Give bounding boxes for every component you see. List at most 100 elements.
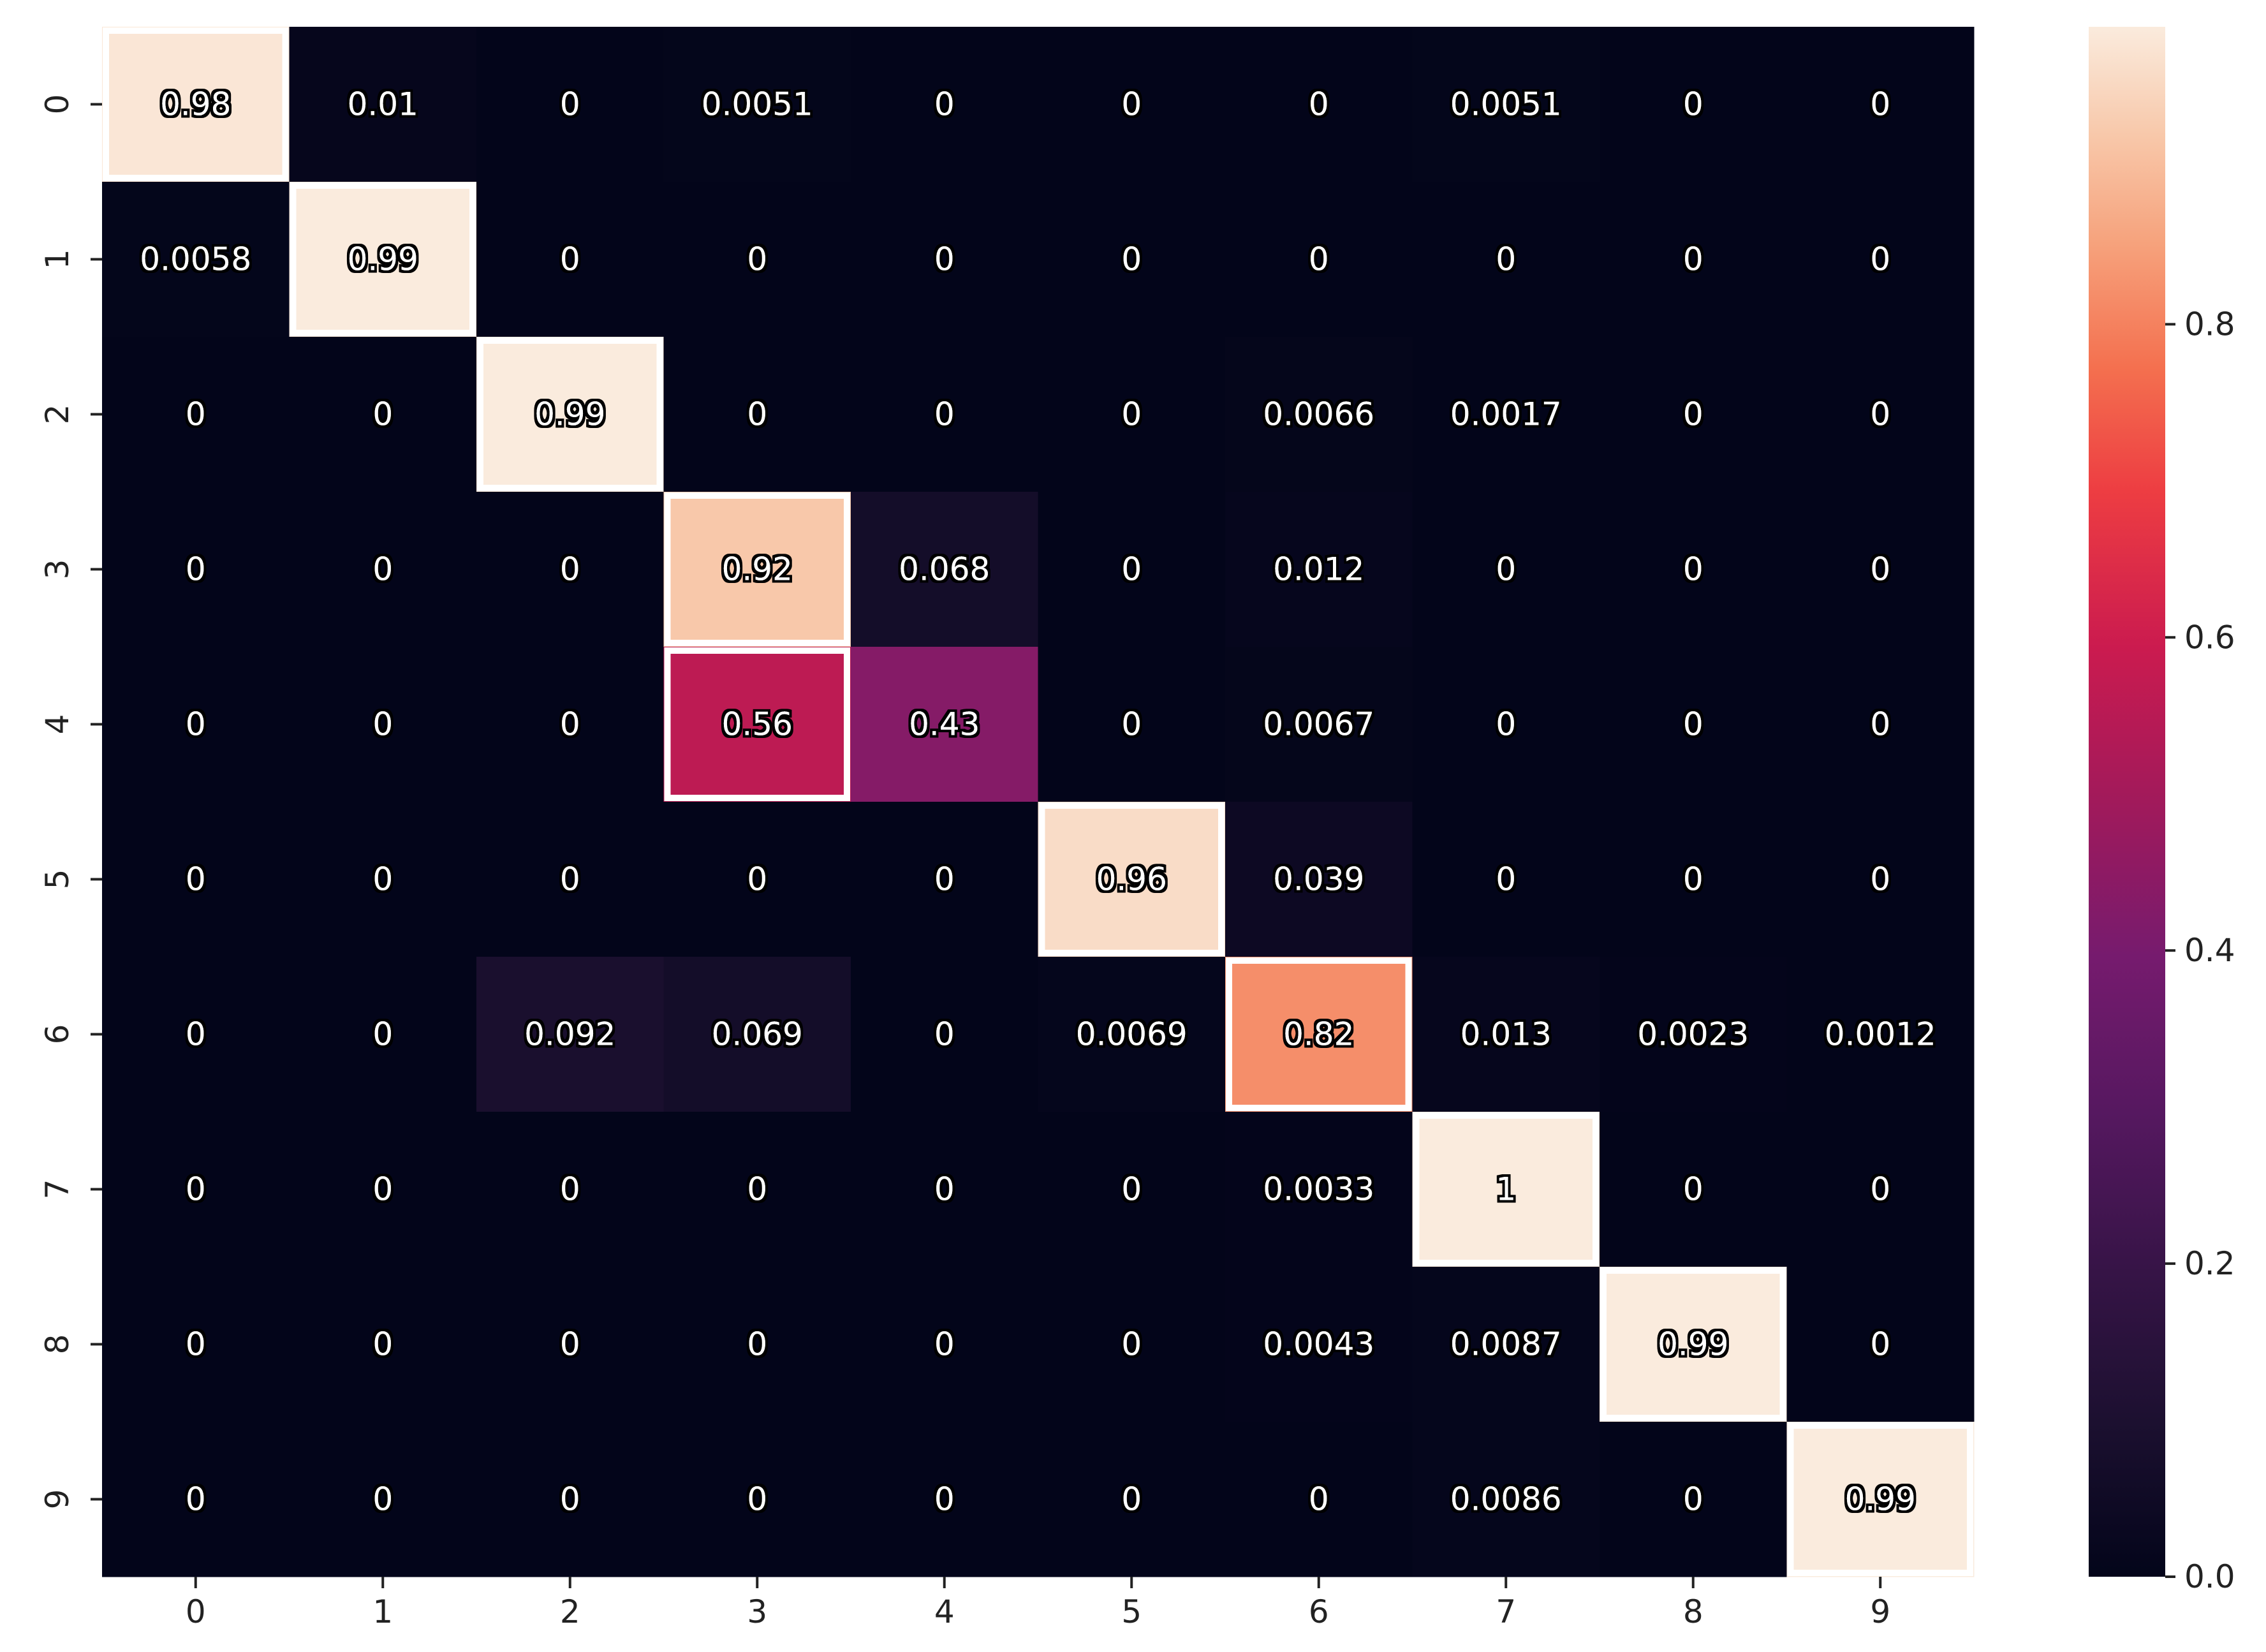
heatmap-cell-r0-c6: [1225, 27, 1413, 182]
heatmap-cell-r2-c3: [663, 337, 851, 492]
cell-label-r6-c3: 0.069: [712, 1016, 803, 1053]
cell-label-r8-c5: 0: [1121, 1326, 1142, 1363]
heatmap-cell-frame-r8-c8: [1600, 1267, 1786, 1421]
heatmap-cell-r2-c7: [1412, 337, 1600, 492]
heatmap-cell-r3-c4: [851, 492, 1038, 647]
cell-label-r3-c4: 0.068: [899, 551, 990, 588]
heatmap-cell-r6-c9: [1786, 957, 1975, 1112]
cell-label-r3-c8: 0: [1683, 551, 1703, 588]
cell-label-r4-c9: 0: [1870, 706, 1890, 743]
heatmap-cell-r3-c0: [102, 492, 290, 647]
cell-label-r2-c3: 0: [747, 396, 767, 433]
cell-label-r4-c7: 0: [1496, 706, 1516, 743]
cell-label-r1-c1: 0.99: [348, 241, 418, 278]
cell-label-r5-c1: 0: [372, 861, 393, 898]
heatmap-cell-r8-c1: [289, 1267, 477, 1422]
cell-label-r9-c1: 0: [372, 1481, 393, 1518]
cell-label-r9-c8: 0: [1683, 1481, 1703, 1518]
heatmap-cell-r9-c8: [1600, 1422, 1787, 1577]
heatmap-cell-r1-c9: [1786, 182, 1975, 337]
heatmap-cell-r3-c1: [289, 492, 477, 647]
cell-label-r7-c1: 0: [372, 1171, 393, 1208]
heatmap-cell-r5-c5: [1038, 802, 1226, 957]
cell-label-r1-c6: 0: [1309, 241, 1329, 278]
cell-label-r9-c5: 0: [1121, 1481, 1142, 1518]
cell-label-r1-c2: 0: [560, 241, 580, 278]
cell-label-r7-c3: 0: [747, 1171, 767, 1208]
cell-label-r0-c6: 0: [1309, 86, 1329, 123]
cell-label-r0-c5: 0: [1121, 86, 1142, 123]
cell-label-r1-c3: 0: [747, 241, 767, 278]
cell-label-r3-c7: 0: [1496, 551, 1516, 588]
cell-label-r3-c2: 0: [560, 551, 580, 588]
cell-label-r7-c8: 0: [1683, 1171, 1703, 1208]
heatmap-cell-r4-c2: [476, 647, 664, 802]
cell-label-r4-c0: 0: [186, 706, 206, 743]
cell-label-r6-c5: 0.0069: [1076, 1016, 1188, 1053]
heatmap-cell-r6-c4: [851, 957, 1038, 1112]
heatmap-cell-r4-c1: [289, 647, 477, 802]
cell-label-r3-c5: 0: [1121, 551, 1142, 588]
y-tick-label-2: 2: [39, 404, 76, 425]
heatmap-cell-r7-c6: [1225, 1112, 1413, 1267]
x-tick-label-9: 9: [1870, 1593, 1890, 1630]
heatmap-cell-r7-c5: [1038, 1112, 1226, 1267]
x-tick-label-1: 1: [372, 1593, 393, 1630]
heatmap-cell-r5-c9: [1786, 802, 1975, 957]
x-tick-label-3: 3: [747, 1593, 767, 1630]
cell-label-r1-c4: 0: [934, 241, 955, 278]
heatmap-cell-r1-c8: [1600, 182, 1787, 337]
cell-label-r5-c4: 0: [934, 861, 955, 898]
heatmap-cell-r1-c2: [476, 182, 664, 337]
heatmap-cell-r0-c5: [1038, 27, 1226, 182]
colorbar-ticks: 0.0 0.2 0.4 0.6 0.8: [2165, 306, 2235, 1595]
heatmap-cell-r9-c6: [1225, 1422, 1413, 1577]
heatmap-cell-r7-c9: [1786, 1112, 1975, 1267]
cell-label-r3-c0: 0: [186, 551, 206, 588]
cell-label-r8-c2: 0: [560, 1326, 580, 1363]
heatmap-cell-r9-c9: [1786, 1422, 1975, 1577]
cell-label-r2-c4: 0: [934, 396, 955, 433]
cell-label-r1-c9: 0: [1870, 241, 1890, 278]
cell-label-r6-c1: 0: [372, 1016, 393, 1053]
x-axis: 0 1 2 3 4 5 6 7 8 9: [186, 1577, 1890, 1630]
heatmap-cell-r5-c8: [1600, 802, 1787, 957]
heatmap-cell-r9-c5: [1038, 1422, 1226, 1577]
heatmap-cell-r1-c1: [289, 182, 477, 337]
heatmap-cell-r5-c1: [289, 802, 477, 957]
cell-label-r6-c4: 0: [934, 1016, 955, 1053]
heatmap-cell-r9-c7: [1412, 1422, 1600, 1577]
cell-label-r2-c0: 0: [186, 396, 206, 433]
cell-label-r4-c4: 0.43: [909, 706, 980, 743]
heatmap-cell-frame-r6-c6: [1226, 957, 1412, 1111]
cell-label-r8-c6: 0.0043: [1263, 1326, 1374, 1363]
colorbar: [2089, 27, 2165, 1577]
heatmap-cell-r9-c1: [289, 1422, 477, 1577]
heatmap-cell-r5-c4: [851, 802, 1038, 957]
cell-label-r4-c3: 0.56: [722, 706, 793, 743]
heatmap-cell-r0-c3: [663, 27, 851, 182]
cell-label-r6-c9: 0.0012: [1825, 1016, 1936, 1053]
y-axis: 0 1 2 3 4 5 6 7 8 9: [39, 94, 102, 1509]
cell-label-r7-c4: 0: [934, 1171, 955, 1208]
heatmap-cell-r8-c6: [1225, 1267, 1413, 1422]
heatmap-cell-r4-c9: [1786, 647, 1975, 802]
heatmap-cell-r3-c2: [476, 492, 664, 647]
y-tick-label-0: 0: [39, 94, 76, 115]
heatmap-cell-r0-c1: [289, 27, 477, 182]
heatmap-cell-r7-c4: [851, 1112, 1038, 1267]
cell-label-r4-c1: 0: [372, 706, 393, 743]
cell-label-r2-c9: 0: [1870, 396, 1890, 433]
cell-label-r2-c6: 0.0066: [1263, 396, 1374, 433]
heatmap-cell-r0-c9: [1786, 27, 1975, 182]
heatmap-cell-r3-c8: [1600, 492, 1787, 647]
heatmap-cell-r0-c2: [476, 27, 664, 182]
cell-label-r1-c0: 0.0058: [140, 241, 251, 278]
heatmap-cell-r5-c6: [1225, 802, 1413, 957]
heatmap-cell-r2-c8: [1600, 337, 1787, 492]
colorbar-tick-label-0.8: 0.8: [2184, 306, 2235, 343]
heatmap-cell-r5-c0: [102, 802, 290, 957]
heatmap-cell-r3-c6: [1225, 492, 1413, 647]
cell-label-r6-c0: 0: [186, 1016, 206, 1053]
heatmap-cell-r4-c7: [1412, 647, 1600, 802]
